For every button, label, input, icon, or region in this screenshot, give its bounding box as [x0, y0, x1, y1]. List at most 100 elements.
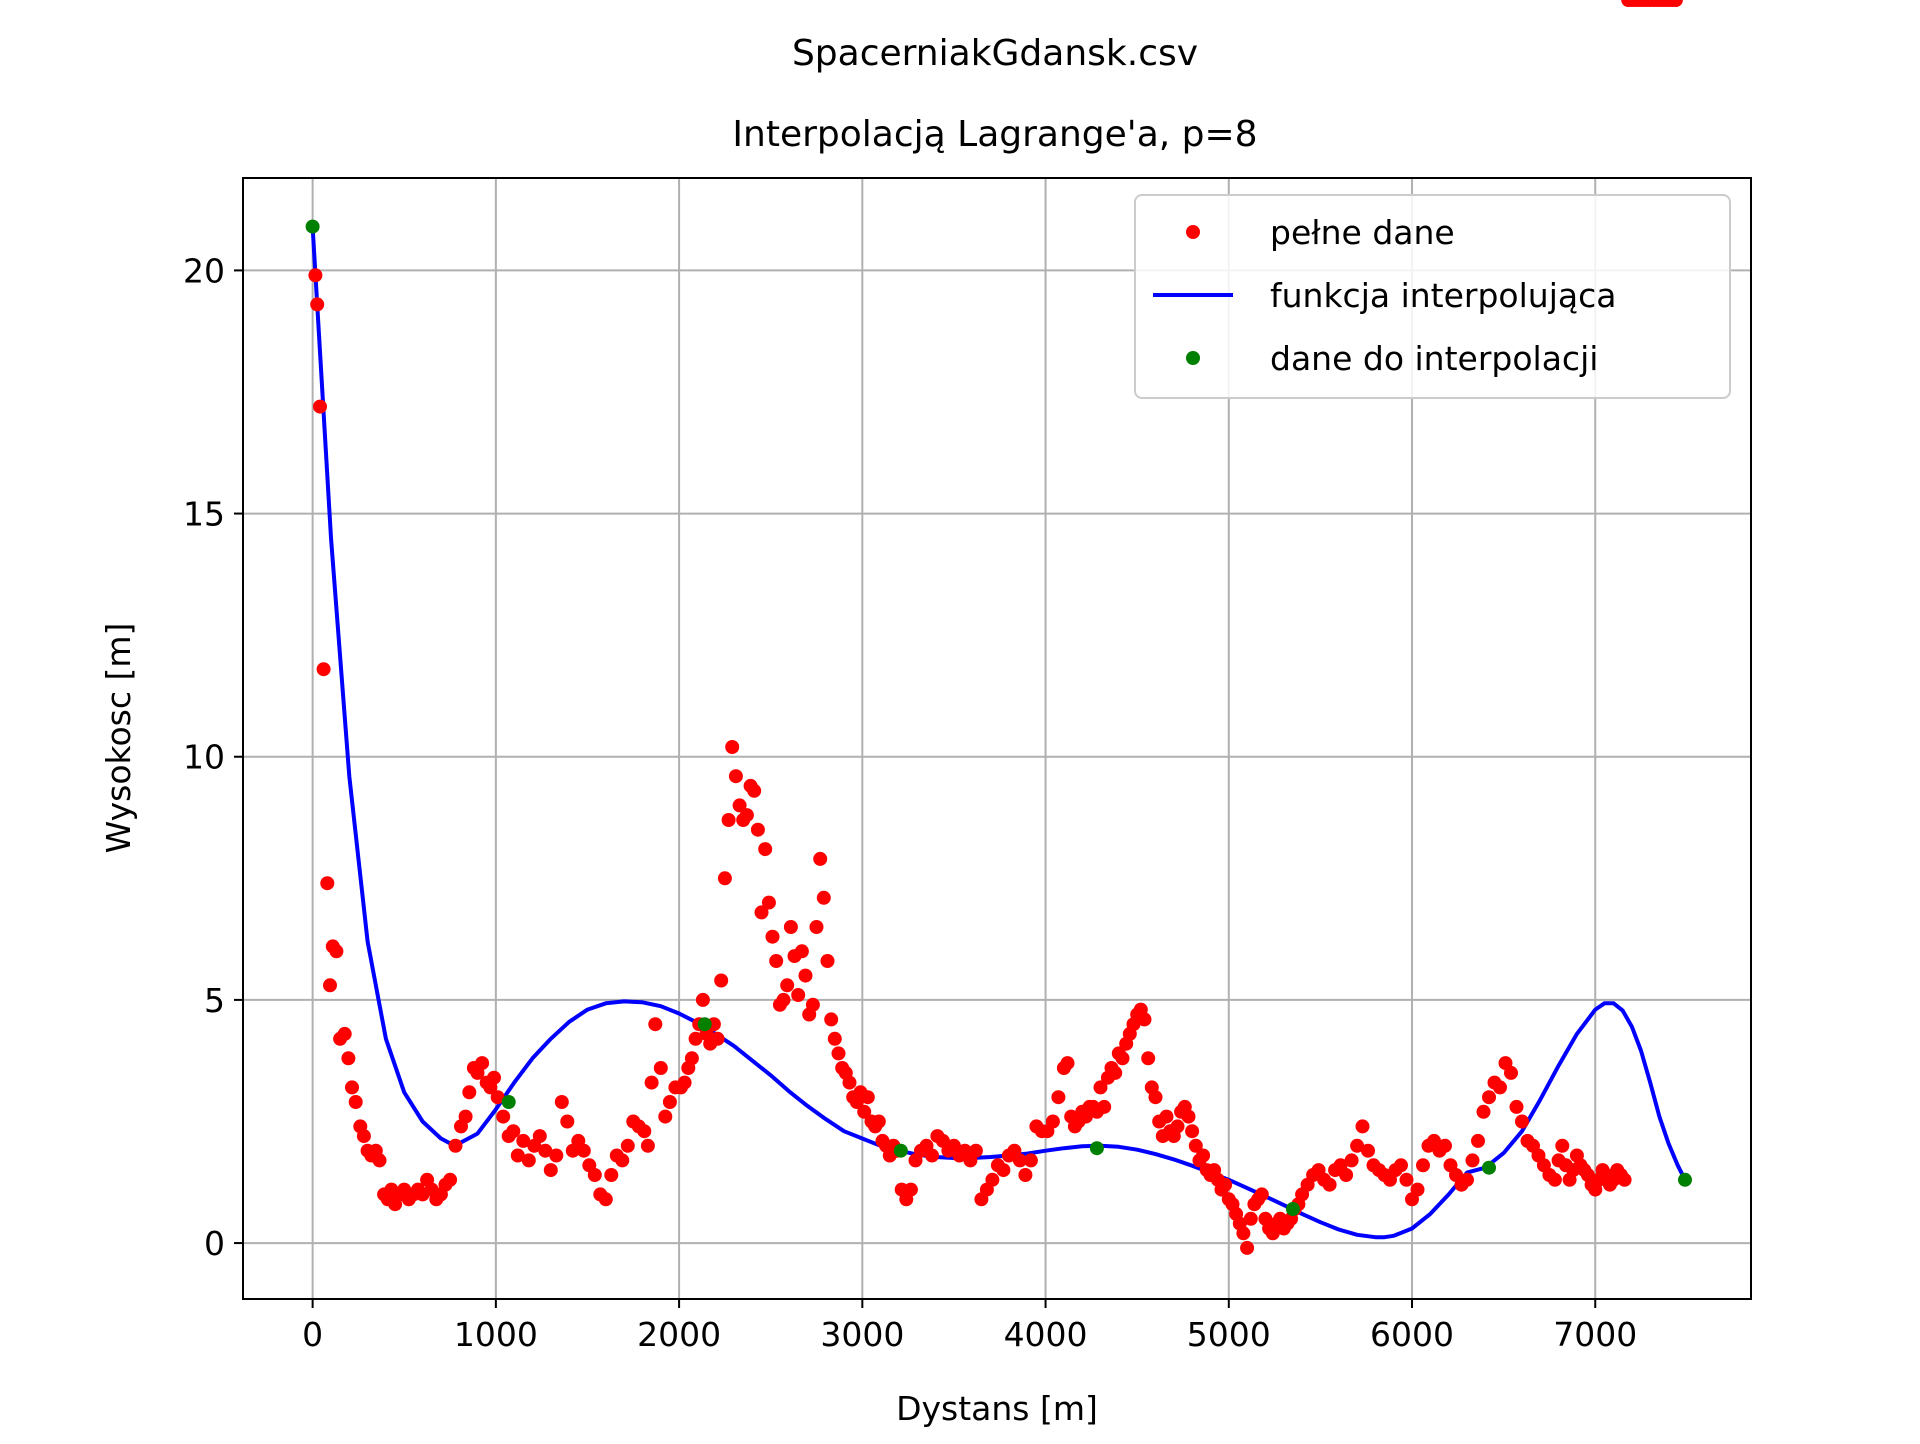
legend-marker-nodes [1186, 351, 1200, 365]
full-data-point [1148, 1090, 1163, 1105]
full-data-point [662, 1095, 677, 1109]
full-data-point [658, 1109, 673, 1124]
full-data-point [717, 871, 732, 886]
full-data-point [487, 1070, 501, 1085]
full-data-point [598, 1192, 613, 1207]
full-data-point [1465, 1153, 1480, 1168]
full-data-point [721, 813, 736, 827]
full-data-point [637, 1124, 652, 1139]
full-data-point [780, 978, 795, 993]
full-data-point [860, 1090, 875, 1105]
full-data-point [1410, 1182, 1425, 1197]
full-data-point [809, 920, 824, 934]
full-data-point [813, 851, 828, 866]
full-data-point [831, 1046, 846, 1061]
full-data-point [754, 905, 769, 920]
full-data-point [903, 1182, 918, 1197]
full-data-point [1322, 1177, 1337, 1192]
full-data-point [316, 662, 331, 677]
full-data-point [1093, 1080, 1108, 1095]
interpolation-node-point [893, 1143, 908, 1158]
full-data-point [1240, 1240, 1255, 1255]
full-data-point [554, 1095, 569, 1109]
full-data-point [1394, 1158, 1408, 1173]
full-data-point [337, 1026, 352, 1041]
full-data-point [1344, 1153, 1359, 1168]
full-data-point [475, 1056, 490, 1071]
full-data-point [1339, 1168, 1354, 1182]
full-data-point [985, 1172, 1000, 1187]
full-data-point [827, 1031, 842, 1046]
full-data-layer [308, 0, 1683, 1255]
full-data-point [725, 740, 740, 754]
full-data-point [648, 1017, 663, 1032]
full-data-point [458, 1109, 473, 1124]
y-axis-ticks: 0 5 10 15 20 [183, 251, 243, 1263]
full-data-point [1218, 1177, 1233, 1192]
full-data-point [1416, 1158, 1430, 1173]
full-data-point [739, 808, 754, 823]
interpolation-node-point [1285, 1202, 1300, 1216]
full-data-point [576, 1143, 591, 1158]
interpolation-node-point [305, 219, 320, 234]
full-data-point [842, 1075, 857, 1090]
full-data-point [653, 1061, 668, 1075]
full-data-point [348, 1095, 363, 1109]
full-data-point [791, 988, 806, 1002]
legend-marker-full-data [1186, 225, 1200, 239]
legend-label-line: funkcja interpolująca [1270, 276, 1616, 315]
full-data-point [543, 1163, 558, 1178]
full-data-point [620, 1138, 635, 1153]
full-data-point [356, 1129, 371, 1144]
full-data-point [1555, 1138, 1570, 1153]
interpolation-node-point [697, 1017, 712, 1032]
y-tick-label: 5 [204, 981, 225, 1020]
y-tick-label: 20 [183, 251, 225, 290]
full-data-point [1438, 1138, 1452, 1153]
full-data-point [816, 890, 831, 905]
interpolation-node-point [1482, 1160, 1496, 1175]
x-tick-label: 4000 [1004, 1315, 1088, 1354]
full-data-point [714, 973, 729, 988]
x-tick-label: 3000 [820, 1315, 904, 1354]
full-data-point [1243, 1211, 1258, 1226]
full-data-point [345, 1080, 359, 1095]
y-axis-label: Wysokosc [m] [99, 623, 138, 854]
full-data-point [732, 798, 747, 813]
x-tick-label: 2000 [637, 1315, 721, 1354]
full-data-point [1236, 1226, 1251, 1241]
full-data-point [308, 268, 323, 283]
full-data-point [1159, 1109, 1174, 1124]
full-data-point [443, 1172, 458, 1187]
full-data-point [1254, 1187, 1269, 1202]
x-axis-label: Dystans [m] [896, 1389, 1098, 1428]
full-data-point [677, 1075, 692, 1090]
chart-title: SpacerniakGdansk.csv [792, 33, 1198, 74]
full-data-point [1137, 1012, 1152, 1027]
legend-label-nodes: dane do interpolacji [1270, 339, 1598, 378]
full-data-point [996, 1163, 1011, 1178]
full-data-point [372, 1153, 387, 1168]
full-data-point [794, 944, 809, 959]
full-data-point [1018, 1168, 1033, 1182]
full-data-point [776, 992, 791, 1007]
full-data-point [857, 1104, 872, 1119]
full-data-point [587, 1168, 602, 1182]
x-axis-ticks: 0 1000 2000 3000 4000 5000 6000 7000 [302, 1299, 1637, 1354]
full-data-point [1471, 1133, 1485, 1148]
full-data-point [1170, 1119, 1185, 1134]
full-data-point [1196, 1148, 1211, 1163]
full-data-point [1355, 1119, 1370, 1134]
full-data-point [1023, 1153, 1038, 1168]
x-tick-label: 0 [302, 1315, 323, 1354]
full-data-point [728, 769, 743, 784]
legend-box [1134, 194, 1731, 399]
full-data-point [765, 929, 780, 944]
chart-subtitle: Interpolacją Lagrange'a, p=8 [732, 114, 1257, 155]
full-data-point [1012, 1153, 1027, 1168]
full-data-point [747, 783, 762, 798]
full-data-point [968, 1143, 983, 1158]
full-data-point [323, 978, 337, 993]
y-tick-label: 0 [204, 1224, 225, 1263]
